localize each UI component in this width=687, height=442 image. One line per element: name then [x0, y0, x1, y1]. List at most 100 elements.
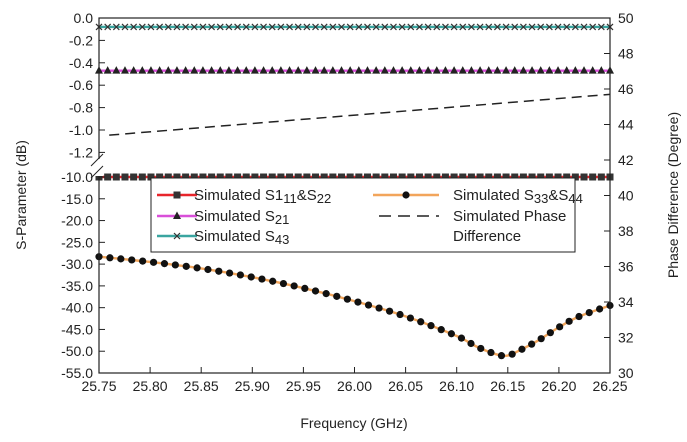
y-right-tick-label: 44	[618, 117, 634, 133]
y-left-tick-label: -55.0	[61, 365, 93, 381]
data-point	[537, 173, 545, 181]
data-point	[294, 66, 303, 74]
data-point	[432, 66, 441, 74]
data-point	[562, 66, 571, 74]
data-point	[320, 23, 328, 31]
y-left-tick-label: -15.0	[61, 191, 93, 207]
data-point	[208, 173, 216, 181]
data-point	[242, 173, 250, 181]
data-point	[182, 23, 190, 31]
data-point	[172, 66, 181, 74]
data-point	[537, 335, 545, 343]
data-point	[477, 344, 485, 353]
data-point	[128, 256, 136, 264]
legend-item: Difference	[453, 228, 521, 245]
data-point	[580, 66, 589, 74]
data-point	[502, 23, 510, 31]
data-point	[156, 23, 164, 31]
data-point	[346, 173, 354, 181]
data-point	[364, 23, 371, 31]
legend-marker	[173, 191, 181, 199]
data-point	[199, 173, 207, 181]
y-right-tick-label: 32	[618, 330, 634, 346]
data-point	[457, 334, 466, 342]
data-point	[329, 173, 337, 181]
legend-item: Simulated S111&S22	[157, 187, 331, 206]
data-point	[277, 173, 285, 181]
data-point	[585, 308, 593, 317]
y-left-tick-label: -20.0	[61, 213, 93, 229]
data-point	[277, 23, 285, 31]
data-point	[312, 173, 320, 181]
x-tick-label: 26.00	[337, 378, 372, 394]
data-point	[528, 23, 536, 31]
data-point	[493, 23, 501, 31]
data-point	[190, 66, 199, 74]
legend-label: Simulated S21	[194, 208, 289, 227]
data-point	[476, 173, 484, 181]
data-point	[437, 326, 445, 334]
y-right-tick-label: 50	[618, 10, 634, 26]
data-point	[589, 173, 597, 181]
data-point	[433, 23, 441, 31]
x-tick-label: 26.25	[592, 378, 627, 394]
data-point	[424, 23, 432, 31]
data-point	[208, 23, 216, 31]
data-point	[441, 66, 450, 74]
y-right-tick-label: 48	[618, 46, 634, 62]
data-point	[372, 23, 380, 31]
data-point	[160, 260, 169, 268]
data-point	[381, 173, 389, 181]
data-point	[424, 173, 432, 181]
data-point	[355, 173, 363, 181]
data-point	[242, 66, 251, 74]
data-point	[575, 312, 583, 321]
y-left-tick-label: -30.0	[61, 256, 93, 272]
data-point	[173, 173, 181, 181]
data-point	[372, 66, 381, 74]
data-point	[407, 173, 415, 181]
data-point	[258, 275, 266, 283]
data-point	[156, 173, 164, 181]
data-point	[164, 173, 172, 181]
x-tick-label: 25.90	[235, 378, 270, 394]
data-point	[554, 173, 562, 181]
data-point	[234, 173, 242, 181]
legend-marker	[402, 191, 410, 199]
data-point	[216, 173, 224, 181]
legend-marker	[173, 232, 181, 240]
data-point	[396, 310, 404, 319]
data-point	[112, 173, 120, 181]
data-point	[363, 173, 371, 181]
axis-break-gap	[95, 159, 103, 176]
data-point	[398, 23, 406, 31]
legend-label: Simulated S43	[194, 228, 289, 247]
x-tick-label: 26.15	[490, 378, 525, 394]
data-point	[554, 23, 562, 31]
data-point	[338, 23, 345, 31]
data-point	[260, 173, 268, 181]
data-point	[224, 66, 233, 74]
data-point	[417, 318, 425, 326]
data-point	[545, 173, 553, 181]
data-point	[502, 173, 510, 181]
x-tick-label: 25.75	[81, 378, 116, 394]
data-point	[528, 66, 537, 74]
data-point	[441, 173, 449, 181]
y-left-tick-label: -35.0	[61, 278, 93, 294]
x-tick-label: 25.95	[286, 378, 321, 394]
data-point	[537, 23, 545, 31]
data-point	[104, 23, 112, 31]
data-point	[247, 273, 255, 281]
data-point	[597, 23, 605, 31]
y-left-tick-label: -50.0	[61, 343, 93, 359]
legend-item: Simulated S43	[157, 228, 289, 247]
series-simulated-s33-s44	[95, 253, 614, 360]
data-point	[285, 66, 294, 74]
data-point	[355, 23, 363, 31]
data-point	[117, 255, 125, 263]
data-point	[333, 292, 341, 300]
data-point	[389, 173, 397, 181]
data-point	[580, 23, 588, 31]
y-right-tick-label: 36	[618, 259, 634, 275]
